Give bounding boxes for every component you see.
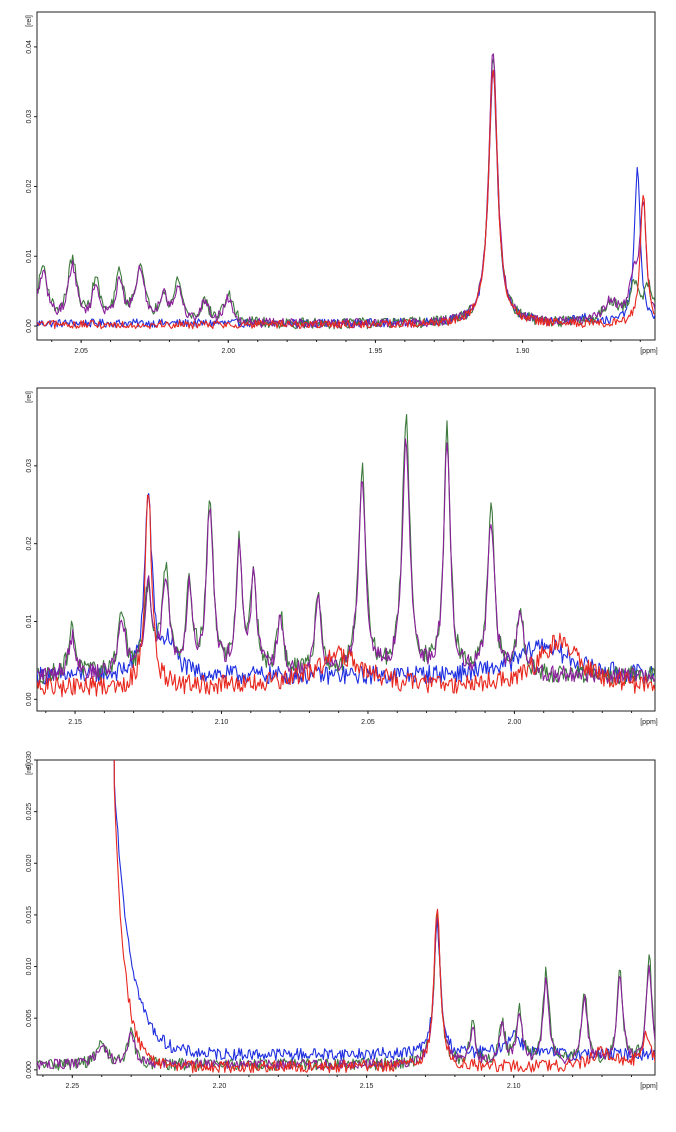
x-tick-label: 2.00	[508, 719, 522, 726]
spectrum-panel-2: 0.00 0.01 0.02 0.03 [rel] 2.15 2.10 2.05 2.00 [pp…	[26, 387, 658, 726]
plot-frame	[36, 759, 656, 1076]
spectrum-trace-red	[37, 69, 655, 330]
x-tick-label: 2.05	[361, 719, 375, 726]
y-tick-label: 0.01	[26, 249, 33, 263]
y-axis-unit: [rel]	[26, 391, 33, 403]
spectrum-trace-red	[113, 760, 655, 1074]
y-tick-label: 0.005	[26, 1009, 33, 1027]
y-tick-label: 0.010	[26, 958, 33, 976]
y-tick-label: 0.00	[26, 692, 33, 706]
x-tick-label: 1.90	[516, 348, 530, 355]
plot-frame	[36, 11, 656, 341]
y-tick-label: 0.025	[26, 803, 33, 821]
x-tick-label: 2.25	[66, 1083, 80, 1090]
x-tick-label: 1.95	[369, 348, 383, 355]
x-tick-label: 2.00	[221, 348, 235, 355]
y-tick-label: 0.020	[26, 854, 33, 872]
y-tick-label: 0.030	[26, 751, 33, 769]
y-tick-label: 0.04	[26, 40, 33, 54]
spectrum-trace-purple	[37, 917, 655, 1071]
x-axis-unit: [ppm]	[640, 719, 658, 726]
x-tick-label: 2.10	[507, 1083, 521, 1090]
spectrum-trace-red	[37, 494, 655, 698]
plot-frame	[36, 387, 656, 712]
y-tick-label: 0.02	[26, 180, 33, 194]
spectrum-trace-green	[37, 414, 655, 685]
spectrum-panel-1: 0.00 0.01 0.02 0.03 0.04 [rel] 2.05 2.00 1.95 1.9…	[26, 11, 658, 355]
spectrum-trace-green	[37, 913, 655, 1072]
y-axis-unit: [rel]	[26, 763, 33, 775]
spectrum-panel-3: 0.000 0.005 0.010 0.015 0.020 0.025 0.030[rel]…	[26, 751, 658, 1090]
spectrum-trace-blue	[37, 69, 655, 328]
y-tick-label: 0.01	[26, 615, 33, 629]
x-tick-label: 2.05	[74, 348, 88, 355]
y-tick-label: 0.02	[26, 537, 33, 551]
x-tick-label: 2.15	[360, 1083, 374, 1090]
spectrum-trace-purple	[37, 53, 655, 329]
x-axis-unit: [ppm]	[640, 1083, 658, 1090]
y-tick-label: 0.015	[26, 906, 33, 924]
spectrum-trace-green	[37, 58, 655, 330]
y-tick-label: 0.03	[26, 110, 33, 124]
x-tick-label: 2.20	[213, 1083, 227, 1090]
y-axis-unit: [rel]	[26, 15, 33, 27]
x-tick-label: 2.15	[68, 719, 82, 726]
y-tick-label: 0.000	[26, 1061, 33, 1079]
x-tick-label: 2.10	[215, 719, 229, 726]
y-tick-label: 0.00	[26, 319, 33, 333]
spectrum-trace-blue	[113, 760, 655, 1061]
x-axis-unit: [ppm]	[640, 348, 658, 355]
y-tick-label: 0.03	[26, 459, 33, 473]
